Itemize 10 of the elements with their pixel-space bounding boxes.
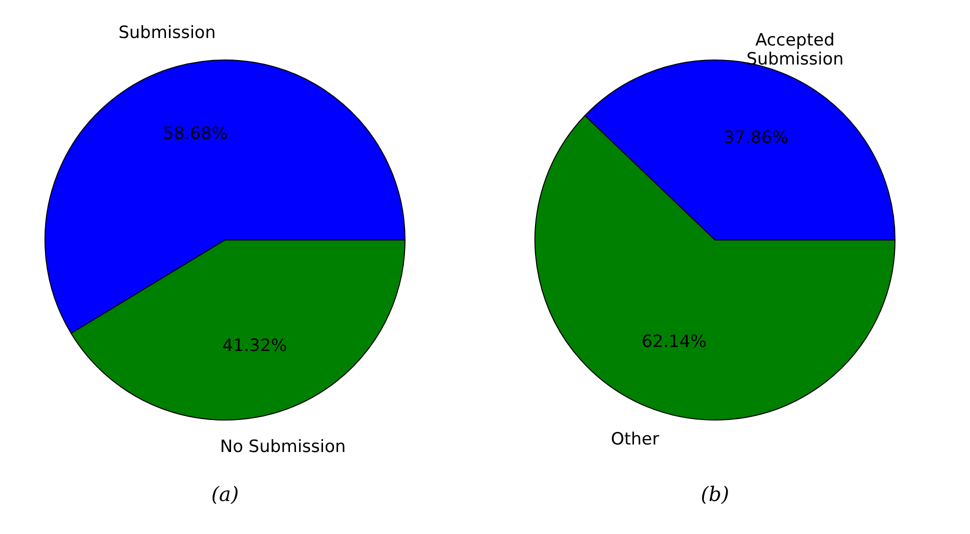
data-label: 37.86% [724,128,788,148]
text: (b) [700,482,730,506]
slice-label: Accepted Submission [746,30,844,70]
slice-label: Submission [118,22,216,43]
data-label: 58.68% [162,124,228,144]
data-label: 62.14% [642,332,706,352]
slice-label: No Submission [220,437,346,458]
text: (a) [211,482,239,506]
slice-label: Other [610,430,660,450]
data-label: 41.32% [222,336,288,356]
